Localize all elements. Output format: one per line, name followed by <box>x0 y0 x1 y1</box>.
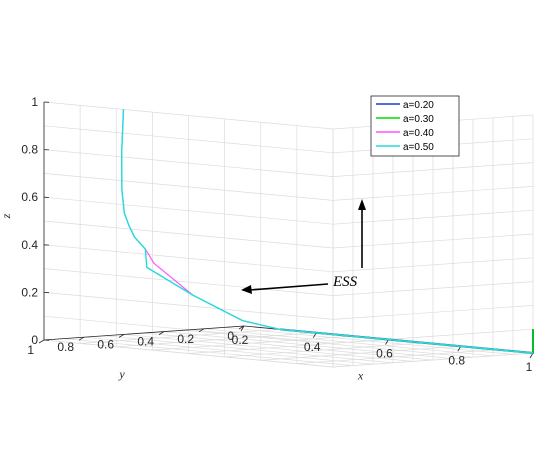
grid-line-backwall-z-9 <box>43 125 334 154</box>
series-line-3 <box>120 109 534 354</box>
annotation-layer: ESS <box>241 199 366 294</box>
legend: a=0.20 a=0.30 a=0.40 a=0.50 <box>370 95 460 157</box>
grid-line-sidewall-z-4 <box>332 257 534 273</box>
grid-line-backwall-z-2 <box>43 292 334 320</box>
grid-line-floor-y-4 <box>163 331 454 359</box>
legend-label-0: a=0.20 <box>403 100 434 111</box>
grid-line-floor-y-3 <box>183 329 474 358</box>
y-tick-label-2: 0.4 <box>137 335 154 349</box>
x-tick-label-0: 0.2 <box>232 333 249 347</box>
grid-line-floor-y-8 <box>83 336 374 365</box>
series-line-2 <box>121 109 534 354</box>
z-axis-title: z <box>0 213 13 219</box>
grid-line-backwall-z-7 <box>43 173 334 201</box>
y-axis-line <box>43 325 245 341</box>
grid-line-floor-y-10 <box>43 339 334 368</box>
grid-line-sidewall-z-3 <box>332 281 534 296</box>
z-tick-label-3: 0.6 <box>21 190 38 204</box>
grid-line-floor-y-2 <box>203 328 494 357</box>
y-tick-mark-2 <box>158 331 165 335</box>
z-tick-label-1: 0.2 <box>21 285 38 299</box>
y-tick-label-3: 0.6 <box>97 337 114 351</box>
grid-line-floor-y-1 <box>223 327 514 355</box>
grid-line-sidewall-z-2 <box>332 305 534 320</box>
y-tick-label-5: 1 <box>27 343 34 357</box>
y-tick-mark-3 <box>118 334 125 338</box>
x-tick-label-2: 0.6 <box>376 347 393 361</box>
y-tick-label-0: 0 <box>227 329 234 343</box>
arrow-left-head <box>241 285 252 294</box>
x-tick-mark-0 <box>240 325 245 332</box>
series-layer <box>120 109 534 354</box>
grid-line-sidewall-z-7 <box>332 186 534 201</box>
y-axis-title: y <box>118 367 125 381</box>
grid-line-sidewall-z-8 <box>332 162 534 177</box>
grid-line-floor-y-9 <box>63 338 354 366</box>
grid-line-backwall-z-6 <box>43 196 334 225</box>
grid-line-floor-y-5 <box>143 332 434 361</box>
grid-line-backwall-z-5 <box>43 220 334 249</box>
arrow-left-shaft <box>249 283 329 291</box>
grid-line-sidewall-z-6 <box>332 209 534 225</box>
x-axis-title: x <box>357 369 364 383</box>
grid-layer <box>43 101 534 368</box>
z-tick-label-2: 0.4 <box>21 238 38 252</box>
y-tick-label-1: 0.2 <box>177 332 194 346</box>
arrow-up-head <box>358 199 366 210</box>
grid-line-backwall-z-10 <box>43 101 334 130</box>
y-tick-mark-0 <box>238 325 245 330</box>
legend-label-1: a=0.30 <box>403 114 434 125</box>
y-tick-mark-5 <box>38 339 45 344</box>
grid-line-floor-y-6 <box>123 334 414 362</box>
grid-line-floor-y-7 <box>103 335 394 364</box>
y-tick-mark-1 <box>198 328 205 333</box>
legend-label-3: a=0.50 <box>403 142 434 153</box>
x-tick-label-1: 0.4 <box>304 340 321 354</box>
z-tick-label-0: 0 <box>31 333 38 347</box>
grid-line-sidewall-z-5 <box>332 233 534 249</box>
legend-label-2: a=0.40 <box>403 128 434 139</box>
y-tick-label-4: 0.8 <box>57 340 74 354</box>
grid-line-backwall-z-3 <box>43 268 334 296</box>
z-tick-label-4: 0.8 <box>21 143 38 157</box>
x-tick-label-3: 0.8 <box>448 353 465 367</box>
z-tick-label-5: 1 <box>31 95 38 109</box>
x-tick-label-4: 1 <box>526 360 533 374</box>
grid-line-backwall-z-8 <box>43 149 334 177</box>
y-tick-mark-4 <box>78 336 85 341</box>
ess-annotation: ESS <box>332 274 358 290</box>
grid-line-backwall-z-4 <box>43 244 334 273</box>
